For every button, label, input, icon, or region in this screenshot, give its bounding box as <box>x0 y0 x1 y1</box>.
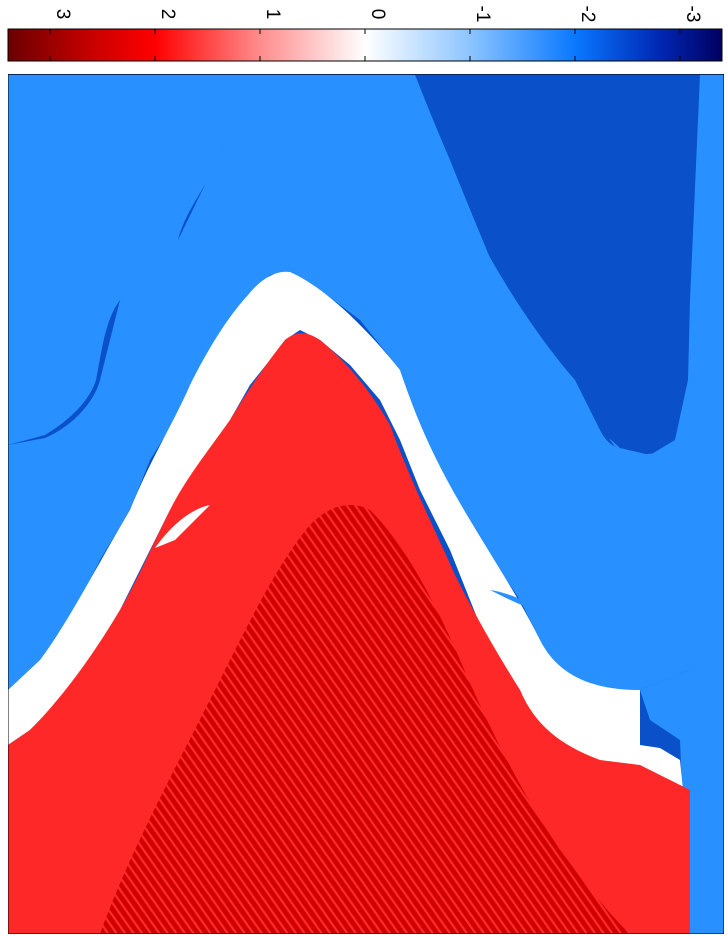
plot-area <box>8 74 724 934</box>
region-dark-blue-right <box>415 75 700 455</box>
colorbar-bar <box>7 28 723 62</box>
colorbar-tick-label: 0 <box>367 9 388 20</box>
colorbar-tick-label: -2 <box>577 6 598 23</box>
colorbar-tick-labels: 3 2 1 0 -1 -2 -3 <box>52 6 703 23</box>
region-dark-red-core <box>100 505 630 934</box>
colorbar: 3 2 1 0 -1 -2 -3 <box>7 6 723 62</box>
colorbar-tick-label: -1 <box>472 6 493 23</box>
colorbar-tick-label: 3 <box>52 9 73 20</box>
colorbar-ticks <box>49 29 681 61</box>
colorbar-tick-label: -3 <box>682 6 703 23</box>
region-white-band <box>8 271 724 934</box>
region-blue-spike-lower <box>490 590 545 612</box>
region-light-blue-patch <box>8 75 690 690</box>
colorbar-tick-label: 1 <box>262 9 283 20</box>
colorbar-tick-label: 2 <box>157 9 178 20</box>
region-white-wedge-lower <box>155 505 210 548</box>
region-blue-spike-upper <box>440 455 495 495</box>
region-white-wedge-upper <box>180 398 240 420</box>
